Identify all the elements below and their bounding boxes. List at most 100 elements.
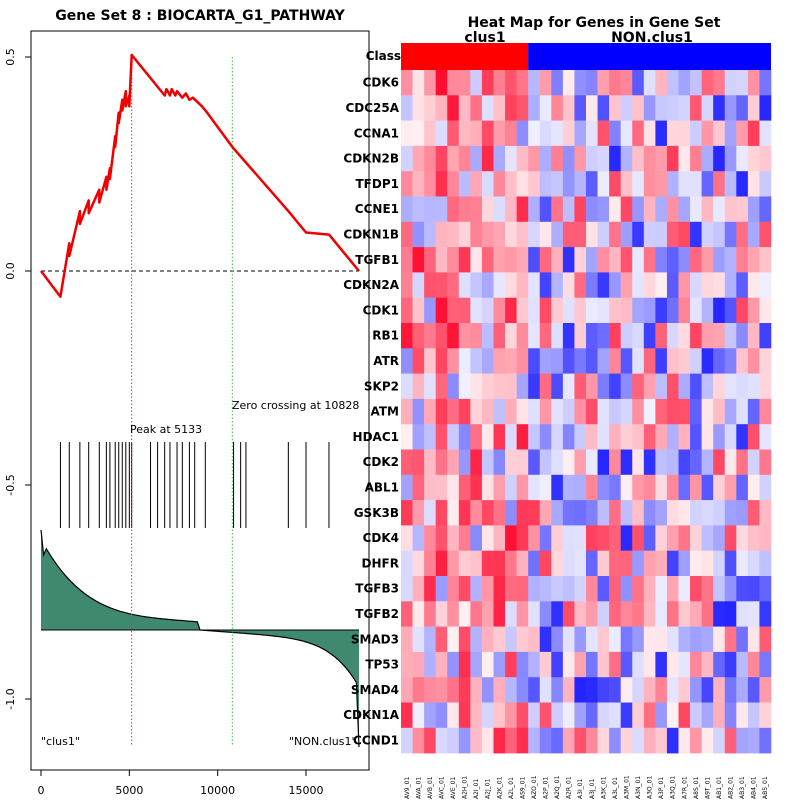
class-bar-segment [528, 43, 771, 70]
heatmap-cell [701, 272, 714, 298]
heatmap-cell [528, 702, 541, 729]
heatmap-cell [632, 727, 645, 754]
heatmap-cell [586, 449, 598, 476]
heatmap-cell [574, 323, 587, 349]
heatmap-cell [447, 525, 460, 551]
heatmap-cell [724, 247, 737, 273]
heatmap-cell [690, 145, 702, 172]
heatmap-cell [551, 323, 564, 349]
heatmap-cell [562, 373, 575, 400]
heatmap-cell [447, 651, 460, 678]
heatmap-cell [701, 677, 714, 703]
heatmap-cell [713, 626, 726, 653]
heatmap-cell [759, 727, 772, 754]
heatmap-cell [551, 221, 564, 248]
heatmap-cell [655, 525, 668, 551]
heatmap-cell [586, 550, 598, 577]
heatmap-cell [458, 196, 471, 223]
heatmap-cell [655, 677, 668, 703]
heatmap-cell [643, 120, 656, 147]
heatmap-cell [736, 373, 749, 400]
heatmap-cell [505, 626, 517, 653]
heatmap-cell [528, 70, 541, 96]
heatmap-cell [586, 95, 598, 121]
heatmap-cell [574, 677, 587, 703]
row-label: CDK4 [363, 531, 399, 545]
heatmap-cell [701, 171, 714, 197]
heatmap-cell [481, 449, 494, 476]
heatmap-cell [516, 221, 529, 248]
running-enrichment-score-line [40, 53, 360, 298]
heatmap-cell [539, 120, 552, 147]
heatmap-cell [713, 398, 726, 425]
heatmap-cell [701, 196, 714, 223]
heatmap-cell [505, 601, 517, 627]
heatmap-cell [435, 272, 448, 298]
heatmap-cell [505, 702, 517, 729]
heatmap-cell [609, 727, 621, 754]
heatmap-cell [424, 145, 436, 172]
heatmap-cell [401, 525, 413, 551]
heatmap-cell [401, 297, 413, 324]
heatmap-cell [539, 727, 552, 754]
heatmap-cell [435, 221, 448, 248]
heatmap-cell [574, 474, 587, 501]
heatmap-cell [620, 196, 633, 223]
heatmap-cell [643, 550, 656, 577]
heatmap-cell [586, 247, 598, 273]
heatmap-cell [493, 500, 506, 526]
heatmap-cell [458, 95, 471, 121]
heatmap-cell [435, 500, 448, 526]
heatmap-cell [493, 348, 506, 374]
heatmap-cell [493, 272, 506, 298]
heatmap-cell [470, 601, 483, 627]
column-label: AVA_01 [415, 777, 422, 799]
heatmap-cell [655, 120, 668, 147]
heatmap-cell [470, 145, 483, 172]
heatmap-cell [528, 550, 541, 577]
heatmap-cell [551, 297, 564, 324]
column-label: AB5_01 [762, 776, 769, 799]
heatmap-cell [458, 677, 471, 703]
heatmap-cell [724, 398, 737, 425]
heatmap-cell [574, 95, 587, 121]
heatmap-cell [528, 196, 541, 223]
heatmap-cell [447, 702, 460, 729]
heatmap-cell [516, 398, 529, 425]
heatmap-cell [713, 424, 726, 450]
heatmap-cell [747, 449, 760, 476]
heatmap-cell [736, 500, 749, 526]
heatmap-cell [736, 323, 749, 349]
heatmap-cell [539, 272, 552, 298]
heatmap-cell [574, 424, 587, 450]
heatmap-cell [609, 626, 621, 653]
heatmap-cell [643, 424, 656, 450]
y-tick-label: 0.0 [4, 262, 17, 280]
heatmap-cell [435, 120, 448, 147]
heatmap-cell [458, 145, 471, 172]
heatmap-cell [678, 196, 691, 223]
heatmap-cell [747, 247, 760, 273]
heatmap-cell [528, 651, 541, 678]
heatmap-cell [424, 500, 436, 526]
y-axis: 0.5 0.0 -0.5 -1.0 [4, 48, 31, 710]
heatmap-cell [424, 424, 436, 450]
heatmap-cell [401, 702, 413, 729]
heatmap-cell [690, 120, 702, 147]
heatmap-cell [447, 247, 460, 273]
heatmap-cell [481, 651, 494, 678]
heatmap-cell [620, 221, 633, 248]
heatmap-cell [586, 120, 598, 147]
heatmap-cell [632, 70, 645, 96]
heatmap-cell [586, 677, 598, 703]
heatmap-cell [447, 297, 460, 324]
class-bar [401, 43, 771, 70]
heatmap-cell [435, 601, 448, 627]
heatmap-cell [401, 727, 413, 754]
heatmap-cell [747, 171, 760, 197]
heatmap-cell [620, 525, 633, 551]
heatmap-cell [516, 373, 529, 400]
heatmap-cell [666, 424, 679, 450]
heatmap-cell [458, 550, 471, 577]
heatmap-cell [551, 120, 564, 147]
